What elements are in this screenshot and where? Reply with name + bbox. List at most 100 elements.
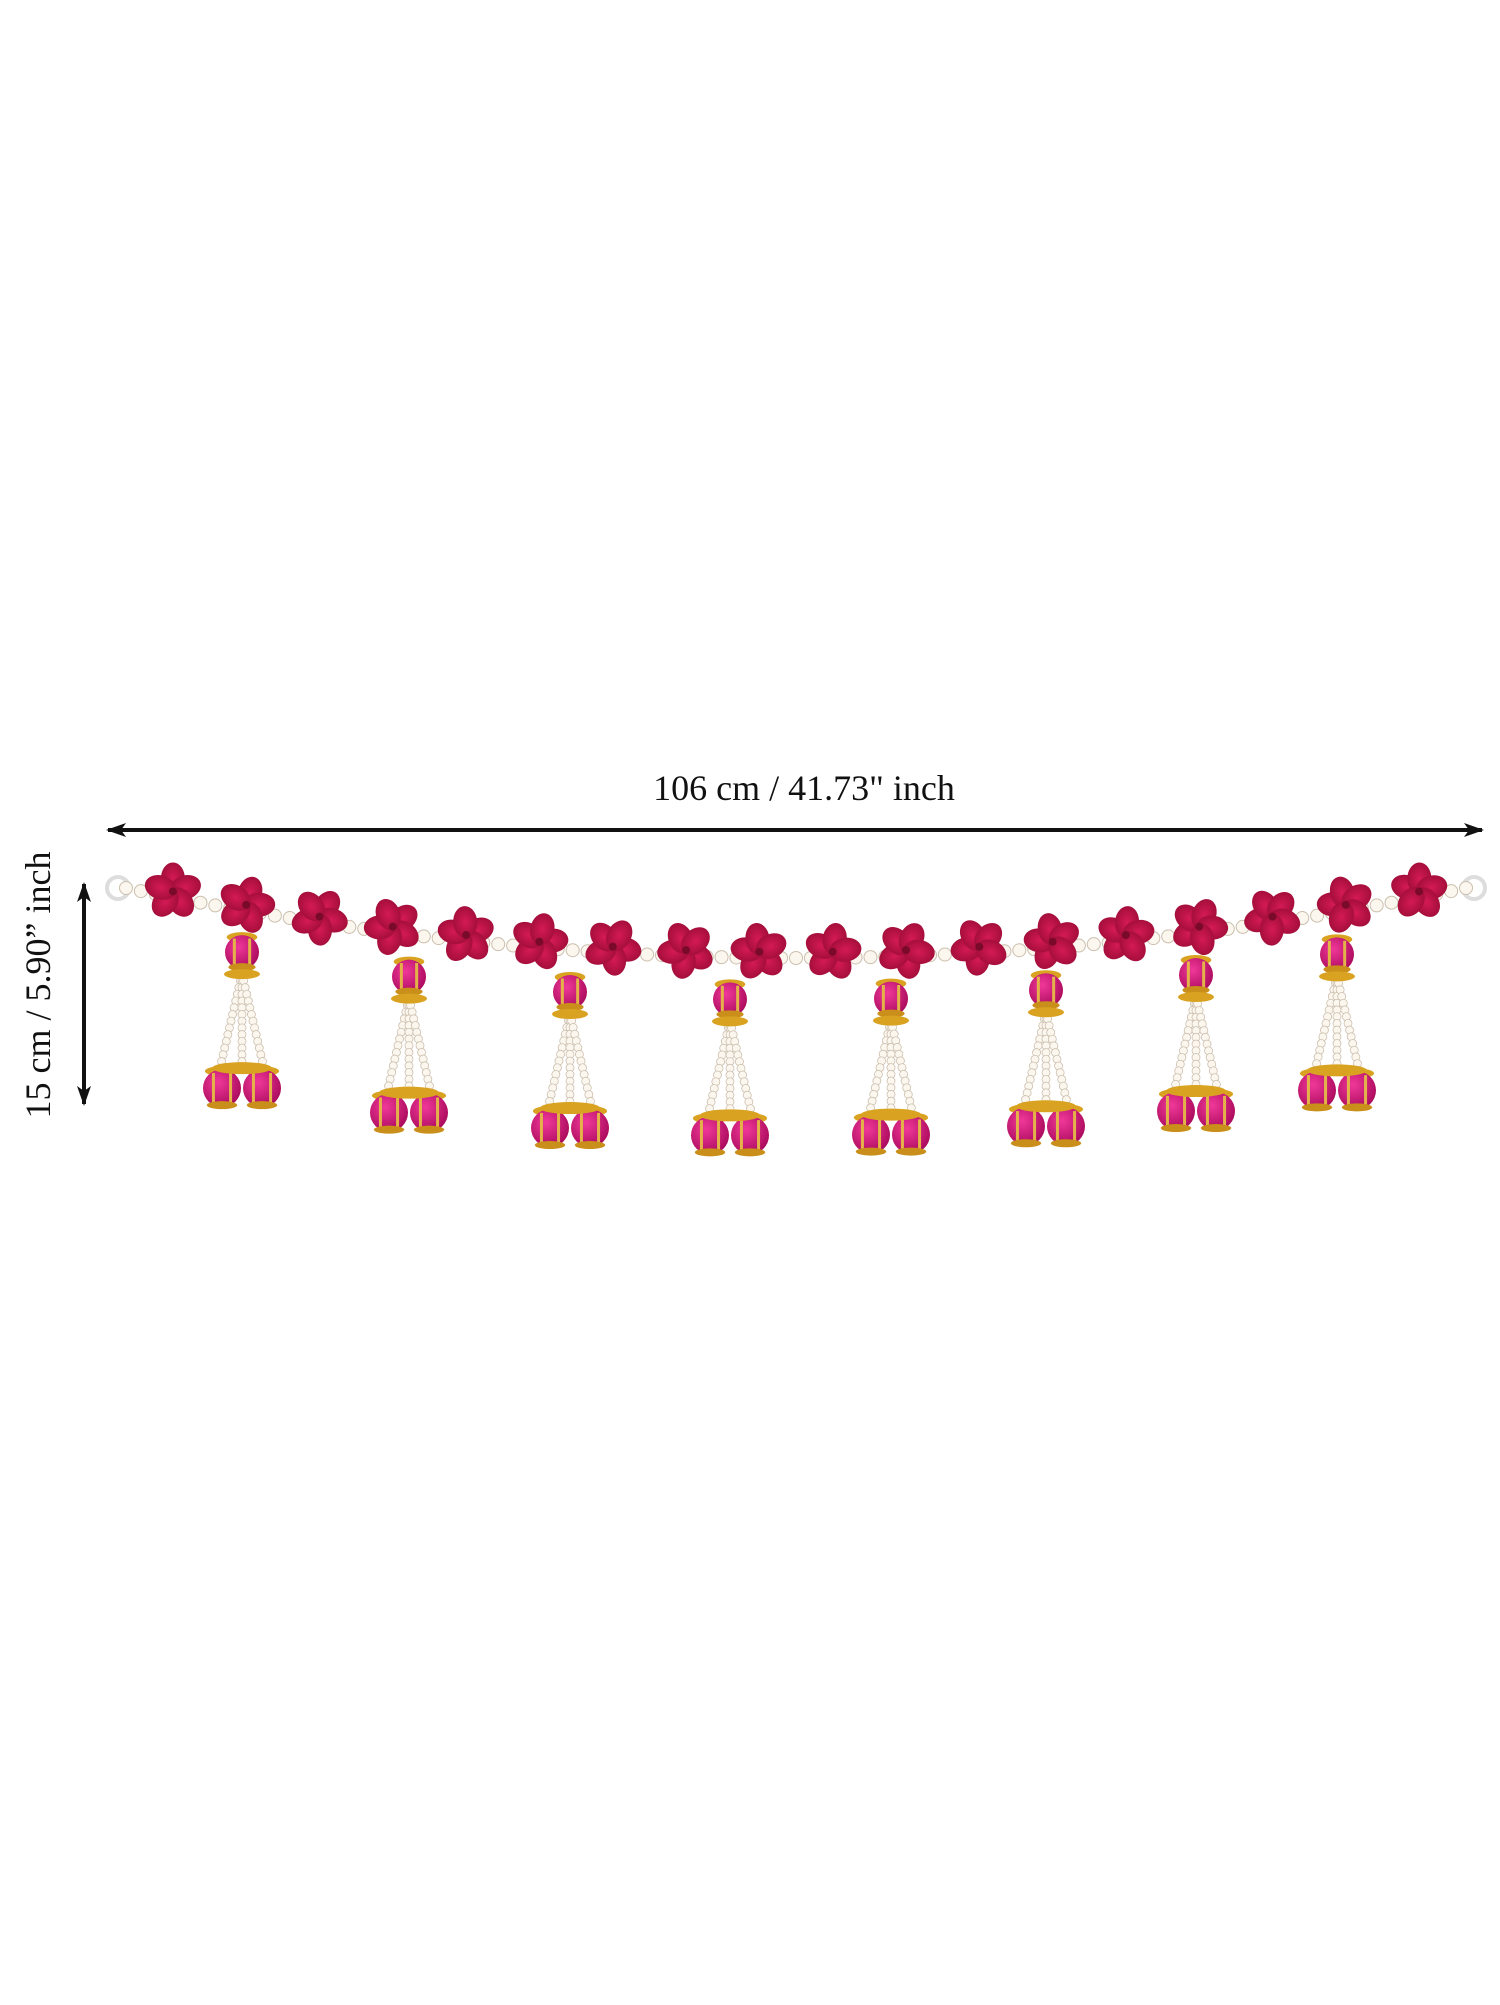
gold-cap [694,1148,726,1157]
flower [291,890,348,946]
pearl [1012,943,1027,958]
flower-center [1121,931,1130,940]
flower [144,862,201,917]
pearl [1369,898,1384,913]
gold-cap [1160,1124,1192,1133]
petal [453,906,478,939]
flower-center [1268,912,1277,921]
gold-cap [716,1010,744,1019]
pearl [1310,908,1325,923]
pearl [193,895,208,910]
gold-flower [391,993,427,1004]
gold-cap [206,1101,238,1110]
gold-cap [1182,986,1210,995]
pearl [565,943,580,958]
flower-center [608,942,617,951]
flower-center [828,947,837,956]
gold-flower [861,1108,921,1121]
flower [1391,862,1448,917]
gold-cap [395,987,423,996]
flower-center [1341,900,1350,909]
gold-cap [734,1148,766,1157]
gold-flower [1028,1007,1064,1018]
gold-cap [1010,1139,1042,1148]
gold-flower [700,1109,760,1122]
flower [657,922,713,979]
pearl [1384,895,1399,910]
pearl [491,937,506,952]
gold-cap [556,1003,584,1012]
flower [1023,913,1079,970]
gold-cap [574,1141,606,1150]
gold-flower [552,1009,588,1020]
gold-cap [1050,1139,1082,1148]
petal [144,875,177,900]
petal [975,939,1007,966]
flower-center [1415,887,1424,896]
pearl [714,950,729,965]
gold-flower [712,1016,748,1027]
gold-cap [1200,1124,1232,1133]
pearl [208,898,223,913]
gold-cap [1323,965,1351,974]
flower [585,920,642,976]
flower-center [1195,922,1204,931]
gold-cap [246,1101,278,1110]
pearl [1459,881,1473,895]
pearl [119,881,133,895]
pearl [863,950,878,965]
petal [902,939,935,965]
petal [1259,913,1284,946]
flower [1173,899,1229,956]
flower [1244,890,1301,946]
flower-center [755,947,764,956]
petal [375,898,401,931]
flower [1098,906,1155,962]
flower [437,906,494,962]
gold-cap [228,963,256,972]
pearl [416,929,431,944]
gold-flower [379,1086,439,1099]
width-label: 106 cm / 41.73" inch [653,768,955,808]
gold-cap [1032,1001,1060,1010]
flower-center [315,912,324,921]
flower [879,923,935,979]
flower [805,923,862,979]
flower-center [975,942,984,951]
flower [513,913,569,970]
gold-cap [413,1125,445,1134]
gold-flower [540,1102,600,1115]
flower [950,920,1007,976]
gold-flower [1166,1085,1226,1098]
flower [1316,876,1372,933]
gold-flower [1319,971,1355,982]
gold-cap [373,1125,405,1134]
gold-cap [1301,1103,1333,1112]
flower [363,898,419,955]
petal [1190,923,1215,956]
pearl [1161,929,1176,944]
flower [730,922,787,979]
flower-center [535,937,544,946]
gold-flower [1178,992,1214,1003]
flower-center [901,946,910,955]
gold-cap [855,1147,887,1156]
gold-cap [877,1009,905,1018]
petal [755,933,787,959]
gold-flower [224,969,260,980]
flower-center [682,946,691,955]
gold-flower [212,1062,272,1075]
flower-center [388,922,397,931]
pearl [267,908,282,923]
gold-flower [1307,1064,1367,1077]
height-label: 15 cm / 5.90” inch [18,852,58,1119]
gold-flower [1016,1100,1076,1113]
gold-cap [1341,1103,1373,1112]
pearl [640,947,655,962]
flower-center [462,931,471,940]
petal [829,937,862,962]
pearl [937,947,952,962]
gold-flower [873,1015,909,1026]
